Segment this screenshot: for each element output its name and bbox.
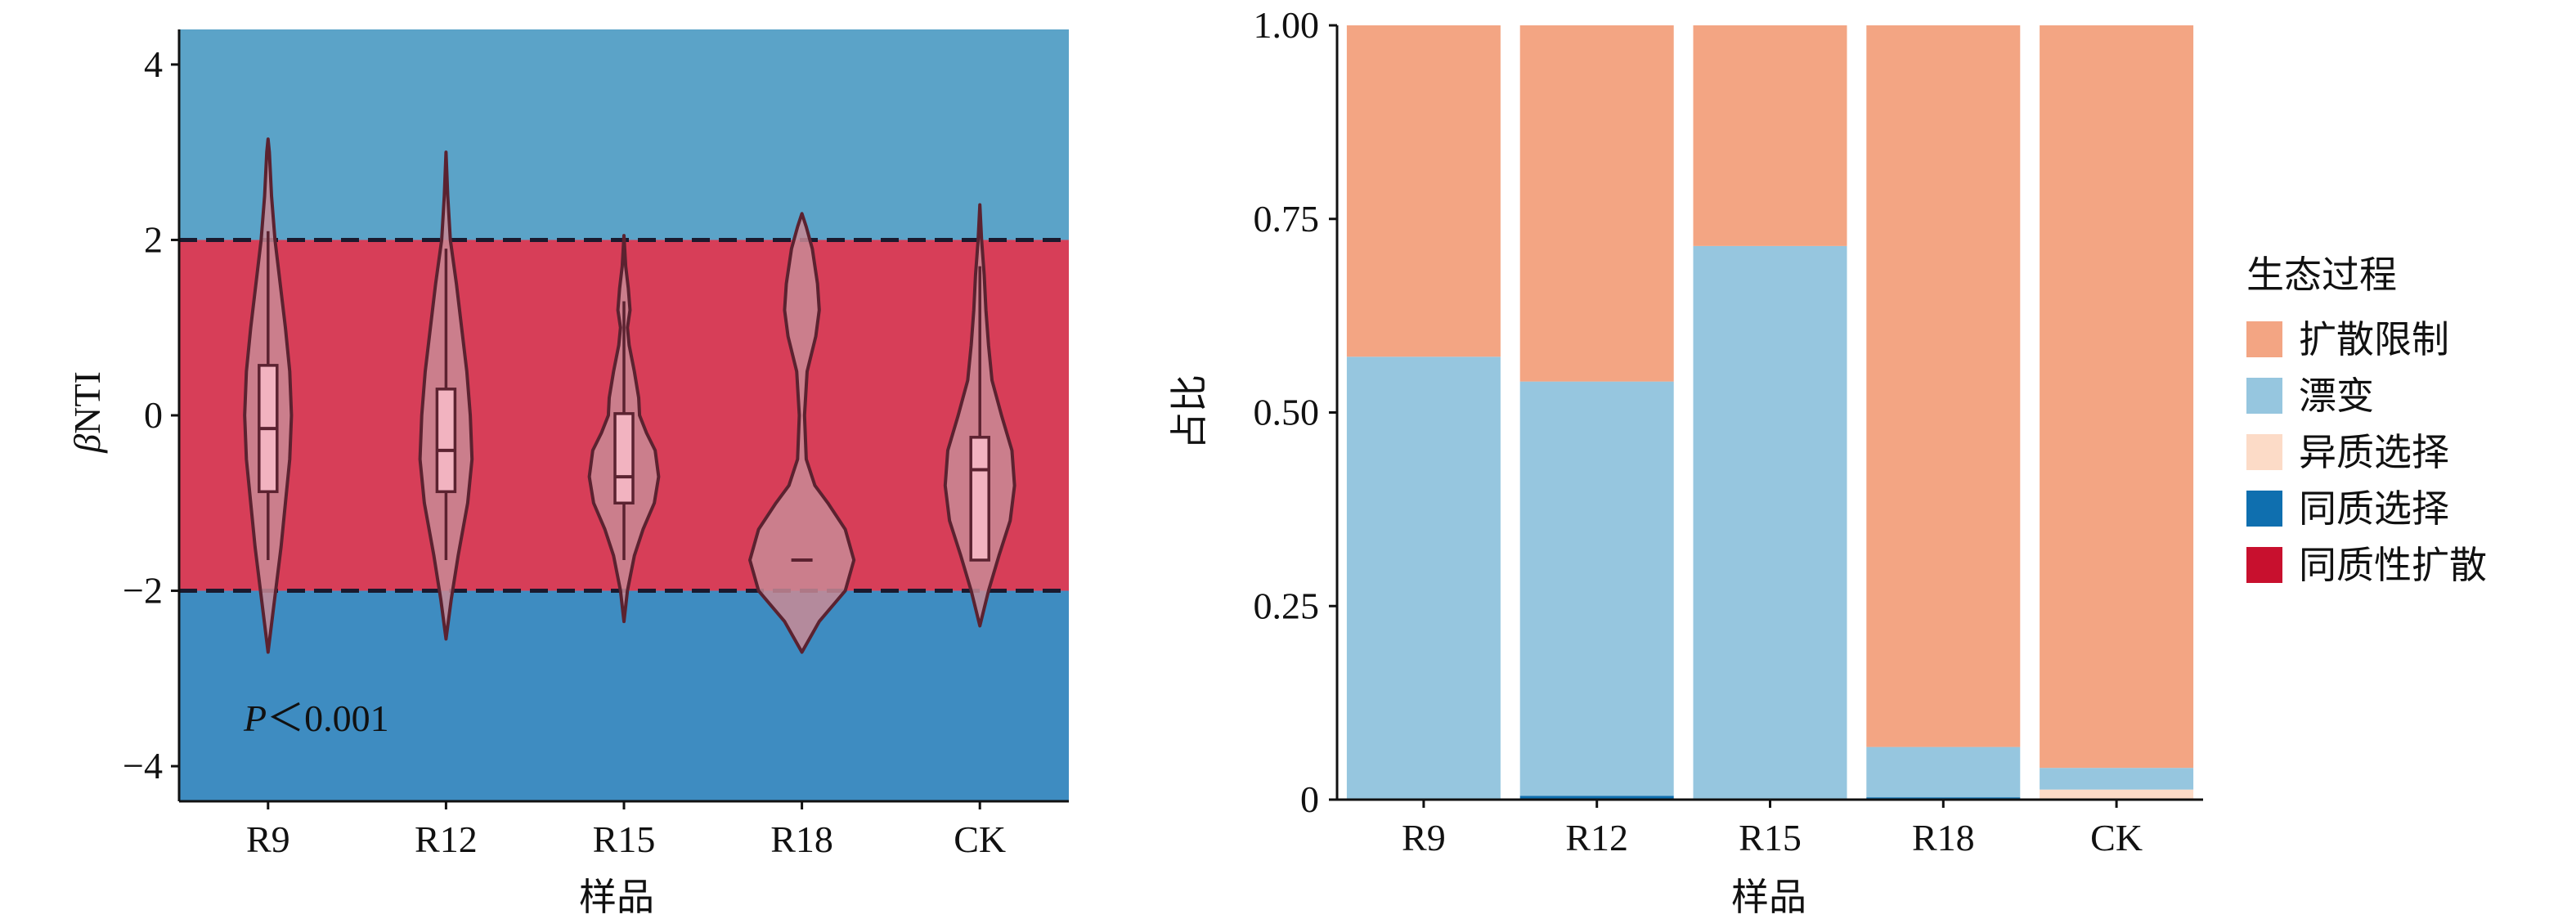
- box-R12: [435, 388, 457, 494]
- bar-R9-扩散限制: [1346, 25, 1501, 357]
- y-tick-label: −2: [123, 570, 163, 612]
- y-tick-label: 2: [144, 218, 163, 260]
- stacked-bar-panel: 0 0.25 0.50 0.75 1.00 R9 R12 R15 R18 CK 占比 样品 生态…: [1167, 4, 2487, 919]
- bar-R9-漂变: [1346, 356, 1501, 800]
- x-tick-label-R18: R18: [1912, 817, 1975, 858]
- legend-swatch: [2246, 491, 2282, 527]
- bar-R18-漂变: [1866, 746, 2021, 798]
- violin-panel: 4 2 0 −2 −4 R9 R12 R15 R18 CK βNTI 样品 P＜0.001: [66, 29, 1069, 919]
- bar-CK-漂变: [2040, 768, 2194, 790]
- x-tick-label-R12: R12: [415, 818, 478, 860]
- bar-CK-扩散限制: [2040, 25, 2194, 769]
- violin-x-axis-title: 样品: [579, 875, 654, 919]
- legend-label: 异质选择: [2299, 430, 2449, 474]
- x-tick-label-R9: R9: [1402, 817, 1446, 858]
- bar-R15-漂变: [1693, 245, 1847, 800]
- bar-group: [1346, 25, 2194, 800]
- bar-R12-扩散限制: [1519, 25, 1674, 382]
- x-tick-label-R15: R15: [593, 818, 656, 860]
- bar-CK-异质选择: [2040, 789, 2194, 800]
- y-tick-label: 4: [144, 43, 163, 85]
- bar-R15-扩散限制: [1693, 25, 1847, 246]
- x-tick-label-CK: CK: [954, 818, 1006, 860]
- y-axis-beta-symbol: β: [66, 434, 108, 454]
- y-tick-label: 0.75: [1254, 198, 1320, 240]
- band-2: [179, 590, 1069, 801]
- legend-title: 生态过程: [2246, 253, 2397, 297]
- violin-group: [243, 137, 1016, 654]
- bar-x-ticks: R9 R12 R15 R18 CK: [1402, 800, 2143, 858]
- bar-R12-漂变: [1519, 381, 1674, 796]
- y-tick-label: 0: [144, 394, 163, 436]
- bar-x-axis-title: 样品: [1731, 875, 1806, 919]
- x-tick-label-R15: R15: [1739, 817, 1802, 858]
- x-tick-label-CK: CK: [2090, 817, 2143, 858]
- violin-x-ticks: R9 R12 R15 R18 CK: [246, 801, 1006, 860]
- violin-y-axis-title: βNTI: [66, 371, 108, 454]
- bar-R18-扩散限制: [1866, 25, 2021, 747]
- box-R15: [613, 412, 635, 505]
- p-value-text: ＜0.001: [267, 697, 389, 739]
- p-symbol: P: [243, 697, 267, 739]
- x-tick-label-R9: R9: [246, 818, 290, 860]
- y-tick-label: 1.00: [1254, 4, 1320, 46]
- y-tick-label: 0: [1300, 778, 1319, 820]
- legend-label: 扩散限制: [2299, 317, 2449, 361]
- box-CK: [969, 436, 990, 562]
- x-tick-label-R12: R12: [1565, 817, 1628, 858]
- legend-swatch: [2246, 378, 2282, 414]
- y-tick-label: 0.25: [1254, 585, 1320, 626]
- legend-swatch: [2246, 434, 2282, 470]
- legend-swatch: [2246, 547, 2282, 583]
- legend-label: 同质选择: [2299, 486, 2449, 531]
- y-tick-label: −4: [123, 745, 163, 787]
- violin-R18: [748, 212, 856, 654]
- y-tick-label: 0.50: [1254, 392, 1320, 433]
- legend-swatch: [2246, 321, 2282, 357]
- bar-R12-同质选择: [1519, 796, 1674, 800]
- bar-y-axis-title: 占比: [1167, 374, 1211, 450]
- band-0: [179, 29, 1069, 240]
- y-axis-label: NTI: [66, 371, 108, 434]
- p-value-annotation: P＜0.001: [243, 697, 389, 739]
- bar-y-ticks: 0 0.25 0.50 0.75 1.00: [1254, 4, 1337, 820]
- legend-label: 漂变: [2299, 374, 2374, 418]
- x-tick-label-R18: R18: [770, 818, 833, 860]
- legend-label: 同质性扩散: [2299, 543, 2487, 587]
- violin-y-ticks: 4 2 0 −2 −4: [123, 43, 179, 787]
